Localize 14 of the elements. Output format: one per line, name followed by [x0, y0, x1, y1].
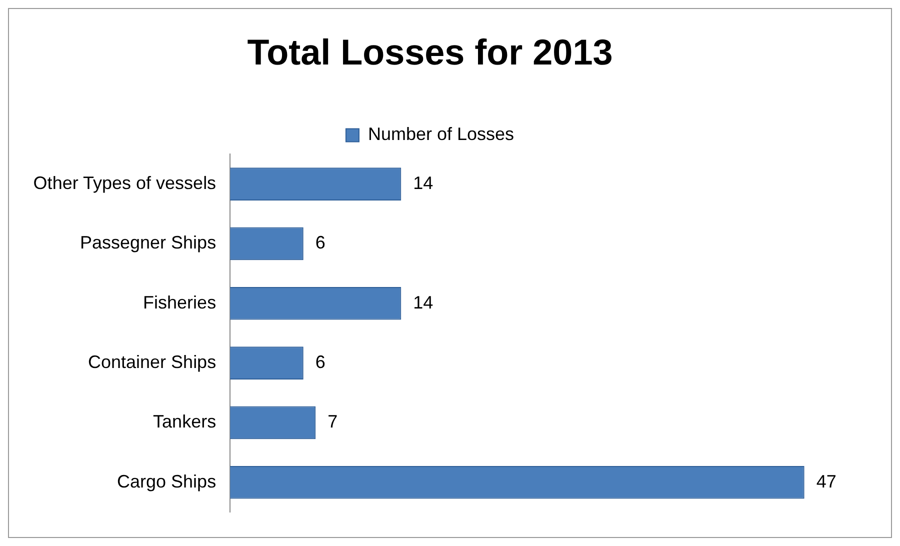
y-tick-label: Tankers: [153, 412, 216, 432]
data-label: 47: [816, 471, 836, 492]
y-tick-label: Passegner Ships: [80, 232, 216, 253]
data-label: 14: [413, 173, 434, 193]
data-label: 6: [315, 352, 326, 372]
chart-title: Total Losses for 2013: [247, 32, 613, 73]
legend-label: Number of Losses: [368, 124, 514, 144]
data-label: 6: [315, 232, 326, 253]
y-tick-label: Fisheries: [143, 292, 216, 312]
y-tick-label: Container Ships: [88, 352, 216, 372]
y-tick-label: Other Types of vessels: [33, 173, 216, 193]
y-tick-label: Cargo Ships: [117, 471, 216, 492]
data-label: 7: [328, 412, 338, 432]
data-label: 14: [413, 292, 434, 312]
